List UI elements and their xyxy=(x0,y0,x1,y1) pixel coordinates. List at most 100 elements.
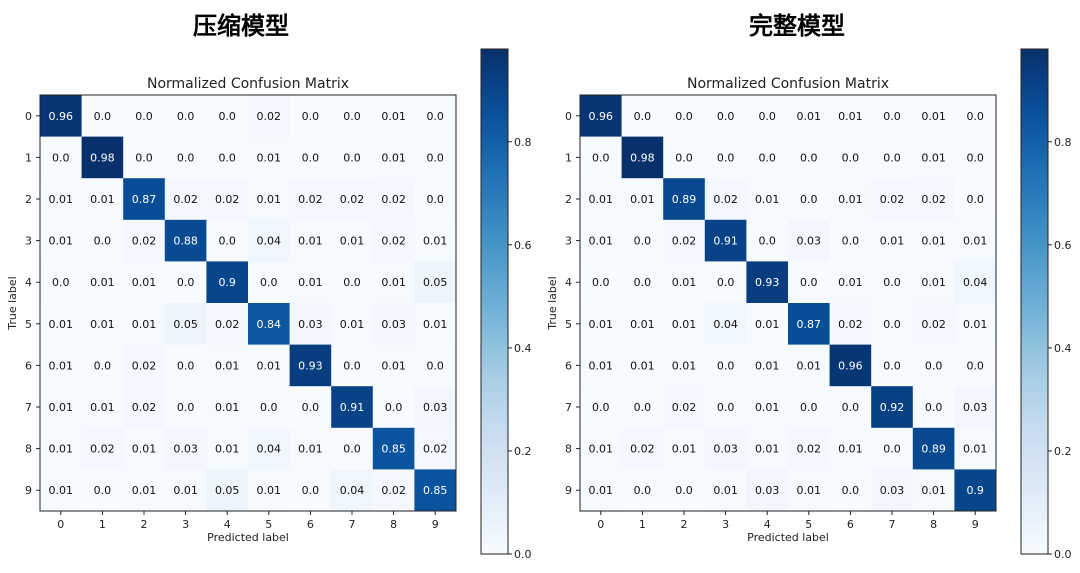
heatmap-cell xyxy=(663,136,706,179)
cell-value-label: 0.0 xyxy=(135,151,153,164)
cell-value-label: 0.0 xyxy=(260,401,278,414)
cell-value-label: 0.02 xyxy=(340,193,365,206)
colorbar-gradient xyxy=(1021,49,1048,554)
y-tick-label: 1 xyxy=(25,151,32,164)
heatmap-cell xyxy=(123,386,166,429)
cell-value-label: 0.01 xyxy=(49,193,74,206)
heatmap-cell xyxy=(331,427,374,470)
cell-value-label: 0.0 xyxy=(592,401,610,414)
x-tick-label: 9 xyxy=(432,518,439,531)
x-tick-label: 3 xyxy=(722,518,729,531)
heatmap-cell xyxy=(788,261,831,304)
heatmap-cell xyxy=(372,386,415,429)
cell-value-label: 0.84 xyxy=(257,318,282,331)
heatmap-cell xyxy=(123,469,166,512)
heatmap-cell xyxy=(621,219,664,262)
heatmap-cell xyxy=(663,261,706,304)
heatmap-cell xyxy=(372,469,415,512)
heatmap-cell xyxy=(372,219,415,262)
cell-value-label: 0.01 xyxy=(90,318,115,331)
cell-value-label: 0.01 xyxy=(423,235,448,248)
cell-value-label: 0.0 xyxy=(302,484,320,497)
cell-value-label: 0.0 xyxy=(592,151,610,164)
heatmap-cell xyxy=(580,136,623,179)
heatmap-cell xyxy=(663,178,706,221)
heatmap-cell xyxy=(331,95,374,138)
heatmap-cell xyxy=(621,386,664,429)
colorbar-tick-label: 0.2 xyxy=(514,445,532,458)
heatmap-cell xyxy=(289,136,332,179)
heatmap-cell xyxy=(746,261,789,304)
cell-value-label: 0.01 xyxy=(381,151,406,164)
heatmap-cell xyxy=(704,178,747,221)
plot-frame xyxy=(39,94,457,512)
cell-value-label: 0.02 xyxy=(921,193,946,206)
cell-value-label: 0.04 xyxy=(340,484,365,497)
heatmap-cell xyxy=(746,427,789,470)
cell-value-label: 0.0 xyxy=(717,359,735,372)
heatmap-cell xyxy=(164,303,207,346)
heatmap-cell xyxy=(746,469,789,512)
heatmap-cell xyxy=(206,219,249,262)
heatmap-cell xyxy=(206,427,249,470)
cell-value-label: 0.01 xyxy=(755,401,780,414)
heatmap-cell xyxy=(40,427,83,470)
cell-value-label: 0.01 xyxy=(838,443,863,456)
cell-value-label: 0.01 xyxy=(797,359,822,372)
heatmap-cell xyxy=(912,178,955,221)
cell-value-label: 0.0 xyxy=(842,235,860,248)
y-tick-label: 6 xyxy=(25,359,32,372)
cell-value-label: 0.0 xyxy=(592,276,610,289)
cell-value-label: 0.92 xyxy=(880,401,905,414)
heatmap-cell xyxy=(580,95,623,138)
cell-value-label: 0.0 xyxy=(966,151,984,164)
heatmap-cell xyxy=(40,178,83,221)
x-axis-label: Predicted label xyxy=(747,531,829,544)
heatmap-cell xyxy=(746,303,789,346)
cell-value-label: 0.0 xyxy=(925,401,943,414)
y-tick-label: 2 xyxy=(565,193,572,206)
cell-value-label: 0.0 xyxy=(94,235,112,248)
heatmap-cell xyxy=(663,344,706,387)
heatmap-cell xyxy=(206,344,249,387)
heatmap-cell xyxy=(123,178,166,221)
cell-value-label: 0.01 xyxy=(755,318,780,331)
heatmap-cell xyxy=(580,178,623,221)
cell-value-label: 0.0 xyxy=(717,151,735,164)
cell-value-label: 0.01 xyxy=(298,443,323,456)
heatmap-cell xyxy=(414,219,457,262)
cell-value-label: 0.0 xyxy=(302,110,320,123)
colorbar-tick-label: 0.6 xyxy=(1054,239,1072,252)
heatmap-cell xyxy=(164,136,207,179)
cell-value-label: 0.85 xyxy=(381,443,406,456)
cell-value-label: 0.03 xyxy=(423,401,448,414)
cell-value-label: 0.0 xyxy=(634,110,652,123)
cell-value-label: 0.91 xyxy=(340,401,365,414)
cell-value-label: 0.0 xyxy=(800,276,818,289)
cell-value-label: 0.02 xyxy=(257,110,282,123)
heatmap-cell xyxy=(206,386,249,429)
heatmap-cell xyxy=(621,136,664,179)
cell-value-label: 0.01 xyxy=(381,110,406,123)
heatmap-cell xyxy=(580,469,623,512)
cell-value-label: 0.0 xyxy=(52,151,70,164)
heatmap-cell xyxy=(580,344,623,387)
cell-value-label: 0.93 xyxy=(298,359,323,372)
heatmap-cell xyxy=(81,95,124,138)
heatmap-cell xyxy=(164,178,207,221)
cell-value-label: 0.01 xyxy=(298,235,323,248)
cell-value-label: 0.01 xyxy=(672,443,697,456)
heatmap-cell xyxy=(164,219,207,262)
cell-value-label: 0.01 xyxy=(49,401,74,414)
cell-value-label: 0.0 xyxy=(94,484,112,497)
cell-value-label: 0.0 xyxy=(177,110,195,123)
heatmap-cell xyxy=(954,303,997,346)
heatmap-cell xyxy=(414,261,457,304)
cell-value-label: 0.01 xyxy=(49,484,74,497)
x-tick-label: 2 xyxy=(141,518,148,531)
x-tick-label: 5 xyxy=(805,518,812,531)
heatmap-cell xyxy=(663,469,706,512)
cell-value-label: 0.01 xyxy=(589,359,614,372)
heatmap-cell xyxy=(829,303,872,346)
colorbar-gradient xyxy=(481,49,508,554)
